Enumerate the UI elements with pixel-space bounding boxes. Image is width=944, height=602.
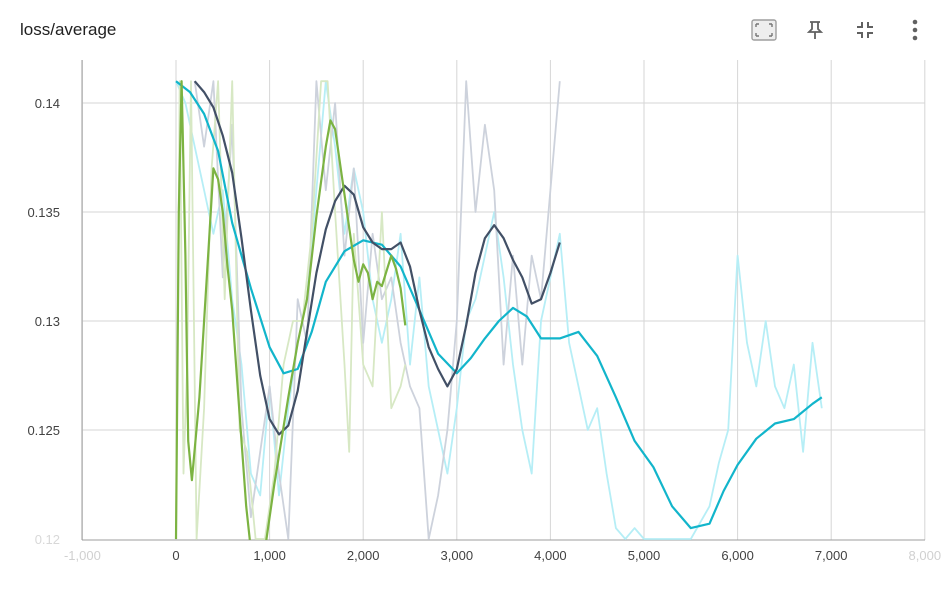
x-tick-label: 7,000 bbox=[815, 548, 848, 563]
series-0-raw-line bbox=[175, 80, 823, 540]
x-tick-label: -1,000 bbox=[64, 548, 101, 563]
x-tick-label: 6,000 bbox=[721, 548, 754, 563]
series-2-smoothed-line bbox=[174, 80, 407, 540]
card-header: loss/average bbox=[0, 0, 944, 60]
more-vert-icon[interactable] bbox=[901, 16, 929, 44]
chart-title: loss/average bbox=[20, 20, 117, 39]
series-0-smoothed-line bbox=[175, 80, 823, 530]
collapse-icon[interactable] bbox=[851, 16, 879, 44]
x-tick-label: 1,000 bbox=[253, 548, 286, 563]
y-tick-label: 0.12 bbox=[35, 532, 60, 547]
chart-area: -1,000 0 1,000 2,000 3,000 4,000 5,000 6,000 7,0… bbox=[0, 60, 944, 602]
pin-icon[interactable] bbox=[801, 16, 829, 44]
series-1-raw-line bbox=[193, 80, 561, 540]
x-tick-label: 0 bbox=[172, 548, 179, 563]
x-tick-label: 5,000 bbox=[628, 548, 661, 563]
x-tick-label: 4,000 bbox=[534, 548, 567, 563]
fit-domain-icon[interactable] bbox=[750, 16, 778, 44]
series-1-smoothed-line bbox=[193, 80, 561, 436]
y-tick-label: 0.14 bbox=[35, 96, 60, 111]
line-chart: -1,000 0 1,000 2,000 3,000 4,000 5,000 6,000 7,0… bbox=[27, 60, 942, 563]
x-tick-label: 2,000 bbox=[347, 548, 380, 563]
x-tick-label: 3,000 bbox=[441, 548, 474, 563]
x-tick-label: 8,000 bbox=[909, 548, 942, 563]
series-2-raw-line bbox=[175, 80, 407, 540]
y-tick-label: 0.125 bbox=[27, 423, 60, 438]
y-tick-label: 0.13 bbox=[35, 314, 60, 329]
y-tick-label: 0.135 bbox=[27, 205, 60, 220]
